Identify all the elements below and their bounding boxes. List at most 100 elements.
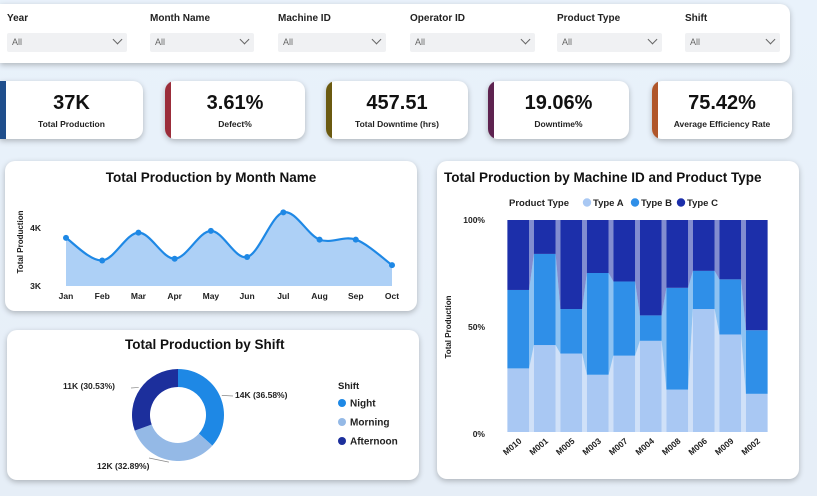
bar-segment[interactable] bbox=[560, 220, 583, 310]
kpi-value: 37K bbox=[53, 92, 90, 114]
dropdown-value: All bbox=[562, 37, 573, 47]
bar-segment[interactable] bbox=[639, 340, 662, 432]
legend-label[interactable]: Type C bbox=[687, 198, 718, 209]
ribbon bbox=[661, 220, 667, 316]
bar-segment[interactable] bbox=[533, 345, 556, 432]
legend-label[interactable]: Type A bbox=[593, 198, 624, 209]
series-line bbox=[65, 211, 393, 267]
data-point[interactable] bbox=[207, 227, 214, 234]
bar-segment[interactable] bbox=[745, 220, 768, 331]
bar-segment[interactable] bbox=[507, 289, 530, 369]
bar-segment[interactable] bbox=[666, 220, 689, 288]
filter-label: Month Name bbox=[150, 13, 210, 24]
x-tick-label: M009 bbox=[713, 436, 736, 458]
bar-segment[interactable] bbox=[745, 330, 768, 394]
chevron-down-icon bbox=[520, 34, 531, 45]
product-dropdown[interactable]: All bbox=[557, 33, 662, 52]
bar-segment[interactable] bbox=[666, 389, 689, 432]
filter-label: Machine ID bbox=[278, 13, 331, 24]
bar-segment[interactable] bbox=[586, 374, 609, 432]
data-point[interactable] bbox=[99, 257, 106, 264]
legend-marker bbox=[338, 437, 346, 445]
bar-segment[interactable] bbox=[692, 270, 715, 310]
y-tick-label: 4K bbox=[30, 223, 42, 233]
bar-segment[interactable] bbox=[507, 368, 530, 432]
kpi-value: 75.42% bbox=[688, 92, 756, 114]
year-dropdown[interactable]: All bbox=[7, 33, 127, 52]
bar-segment[interactable] bbox=[507, 220, 530, 290]
donut-slice[interactable] bbox=[178, 369, 224, 446]
bar-segment[interactable] bbox=[719, 279, 742, 335]
ribbon bbox=[635, 340, 640, 432]
ribbon bbox=[688, 270, 693, 390]
machine-dropdown[interactable]: All bbox=[278, 33, 386, 52]
bar-segment[interactable] bbox=[692, 220, 715, 271]
donut-slice[interactable] bbox=[132, 369, 178, 431]
data-point[interactable] bbox=[135, 229, 142, 236]
filter-label: Product Type bbox=[557, 13, 621, 24]
data-point[interactable] bbox=[244, 254, 251, 260]
data-point[interactable] bbox=[280, 209, 287, 216]
bar-segment[interactable] bbox=[639, 315, 662, 341]
filter-shift: Shift All bbox=[685, 13, 780, 52]
ribbon bbox=[635, 220, 640, 316]
ribbon bbox=[582, 220, 587, 310]
bar-segment[interactable] bbox=[586, 273, 609, 375]
ribbon bbox=[714, 220, 720, 280]
dropdown-value: All bbox=[283, 37, 294, 47]
legend-marker bbox=[338, 418, 346, 426]
bar-segment[interactable] bbox=[533, 253, 556, 346]
y-tick-label: 100% bbox=[463, 215, 485, 225]
legend-title: Product Type bbox=[509, 198, 569, 209]
bar-segment[interactable] bbox=[533, 220, 556, 254]
bar-segment[interactable] bbox=[586, 220, 609, 273]
chevron-down-icon bbox=[765, 34, 776, 45]
bar-segment[interactable] bbox=[613, 281, 636, 356]
shift-dropdown[interactable]: All bbox=[685, 33, 780, 52]
ribbon bbox=[714, 309, 720, 432]
dropdown-value: All bbox=[155, 37, 166, 47]
kpi-label: Downtime% bbox=[534, 119, 583, 129]
bar-segment[interactable] bbox=[719, 220, 742, 280]
legend-label[interactable]: Morning bbox=[350, 418, 389, 429]
chevron-down-icon bbox=[239, 34, 250, 45]
kpi-downtime-pct: 19.06% Downtime% bbox=[488, 81, 629, 139]
legend-label[interactable]: Afternoon bbox=[350, 437, 398, 448]
shift-donut-chart: 14K (36.58%) 12K (32.89%) 11K (30.53%) Shif… bbox=[63, 369, 398, 471]
legend-label[interactable]: Night bbox=[350, 399, 376, 410]
bar-segment[interactable] bbox=[613, 355, 636, 432]
bar-segment[interactable] bbox=[719, 334, 742, 432]
data-point[interactable] bbox=[389, 262, 395, 269]
x-tick-label: Oct bbox=[385, 291, 399, 301]
ribbon bbox=[688, 220, 693, 288]
bar-segment[interactable] bbox=[639, 220, 662, 316]
bar-segment[interactable] bbox=[666, 287, 689, 390]
x-tick-label: Mar bbox=[131, 291, 147, 301]
ribbon bbox=[741, 220, 746, 331]
bar-segment[interactable] bbox=[692, 309, 715, 432]
kpi-efficiency: 75.42% Average Efficiency Rate bbox=[652, 81, 792, 139]
data-point[interactable] bbox=[316, 236, 323, 243]
data-label: 14K (36.58%) bbox=[235, 390, 288, 400]
x-tick-label: Sep bbox=[348, 291, 364, 301]
y-tick-label: 0% bbox=[473, 429, 486, 439]
y-axis-label: Total Production bbox=[444, 295, 453, 358]
ribbon bbox=[688, 309, 693, 432]
operator-dropdown[interactable]: All bbox=[410, 33, 535, 52]
bar-segment[interactable] bbox=[613, 220, 636, 282]
x-tick-label: May bbox=[203, 291, 220, 301]
data-point[interactable] bbox=[352, 236, 359, 243]
ribbon bbox=[529, 345, 534, 432]
data-point[interactable] bbox=[171, 255, 178, 262]
x-tick-label: M001 bbox=[527, 436, 550, 458]
legend-label[interactable]: Type B bbox=[641, 198, 672, 209]
bar-segment[interactable] bbox=[745, 393, 768, 432]
data-point[interactable] bbox=[63, 234, 69, 241]
kpi-value: 457.51 bbox=[366, 92, 428, 114]
donut-slice[interactable] bbox=[134, 424, 213, 461]
kpi-label: Average Efficiency Rate bbox=[673, 119, 771, 129]
bar-segment[interactable] bbox=[560, 353, 583, 432]
filter-year: Year All bbox=[7, 13, 127, 52]
bar-segment[interactable] bbox=[560, 309, 583, 354]
month-dropdown[interactable]: All bbox=[150, 33, 254, 52]
